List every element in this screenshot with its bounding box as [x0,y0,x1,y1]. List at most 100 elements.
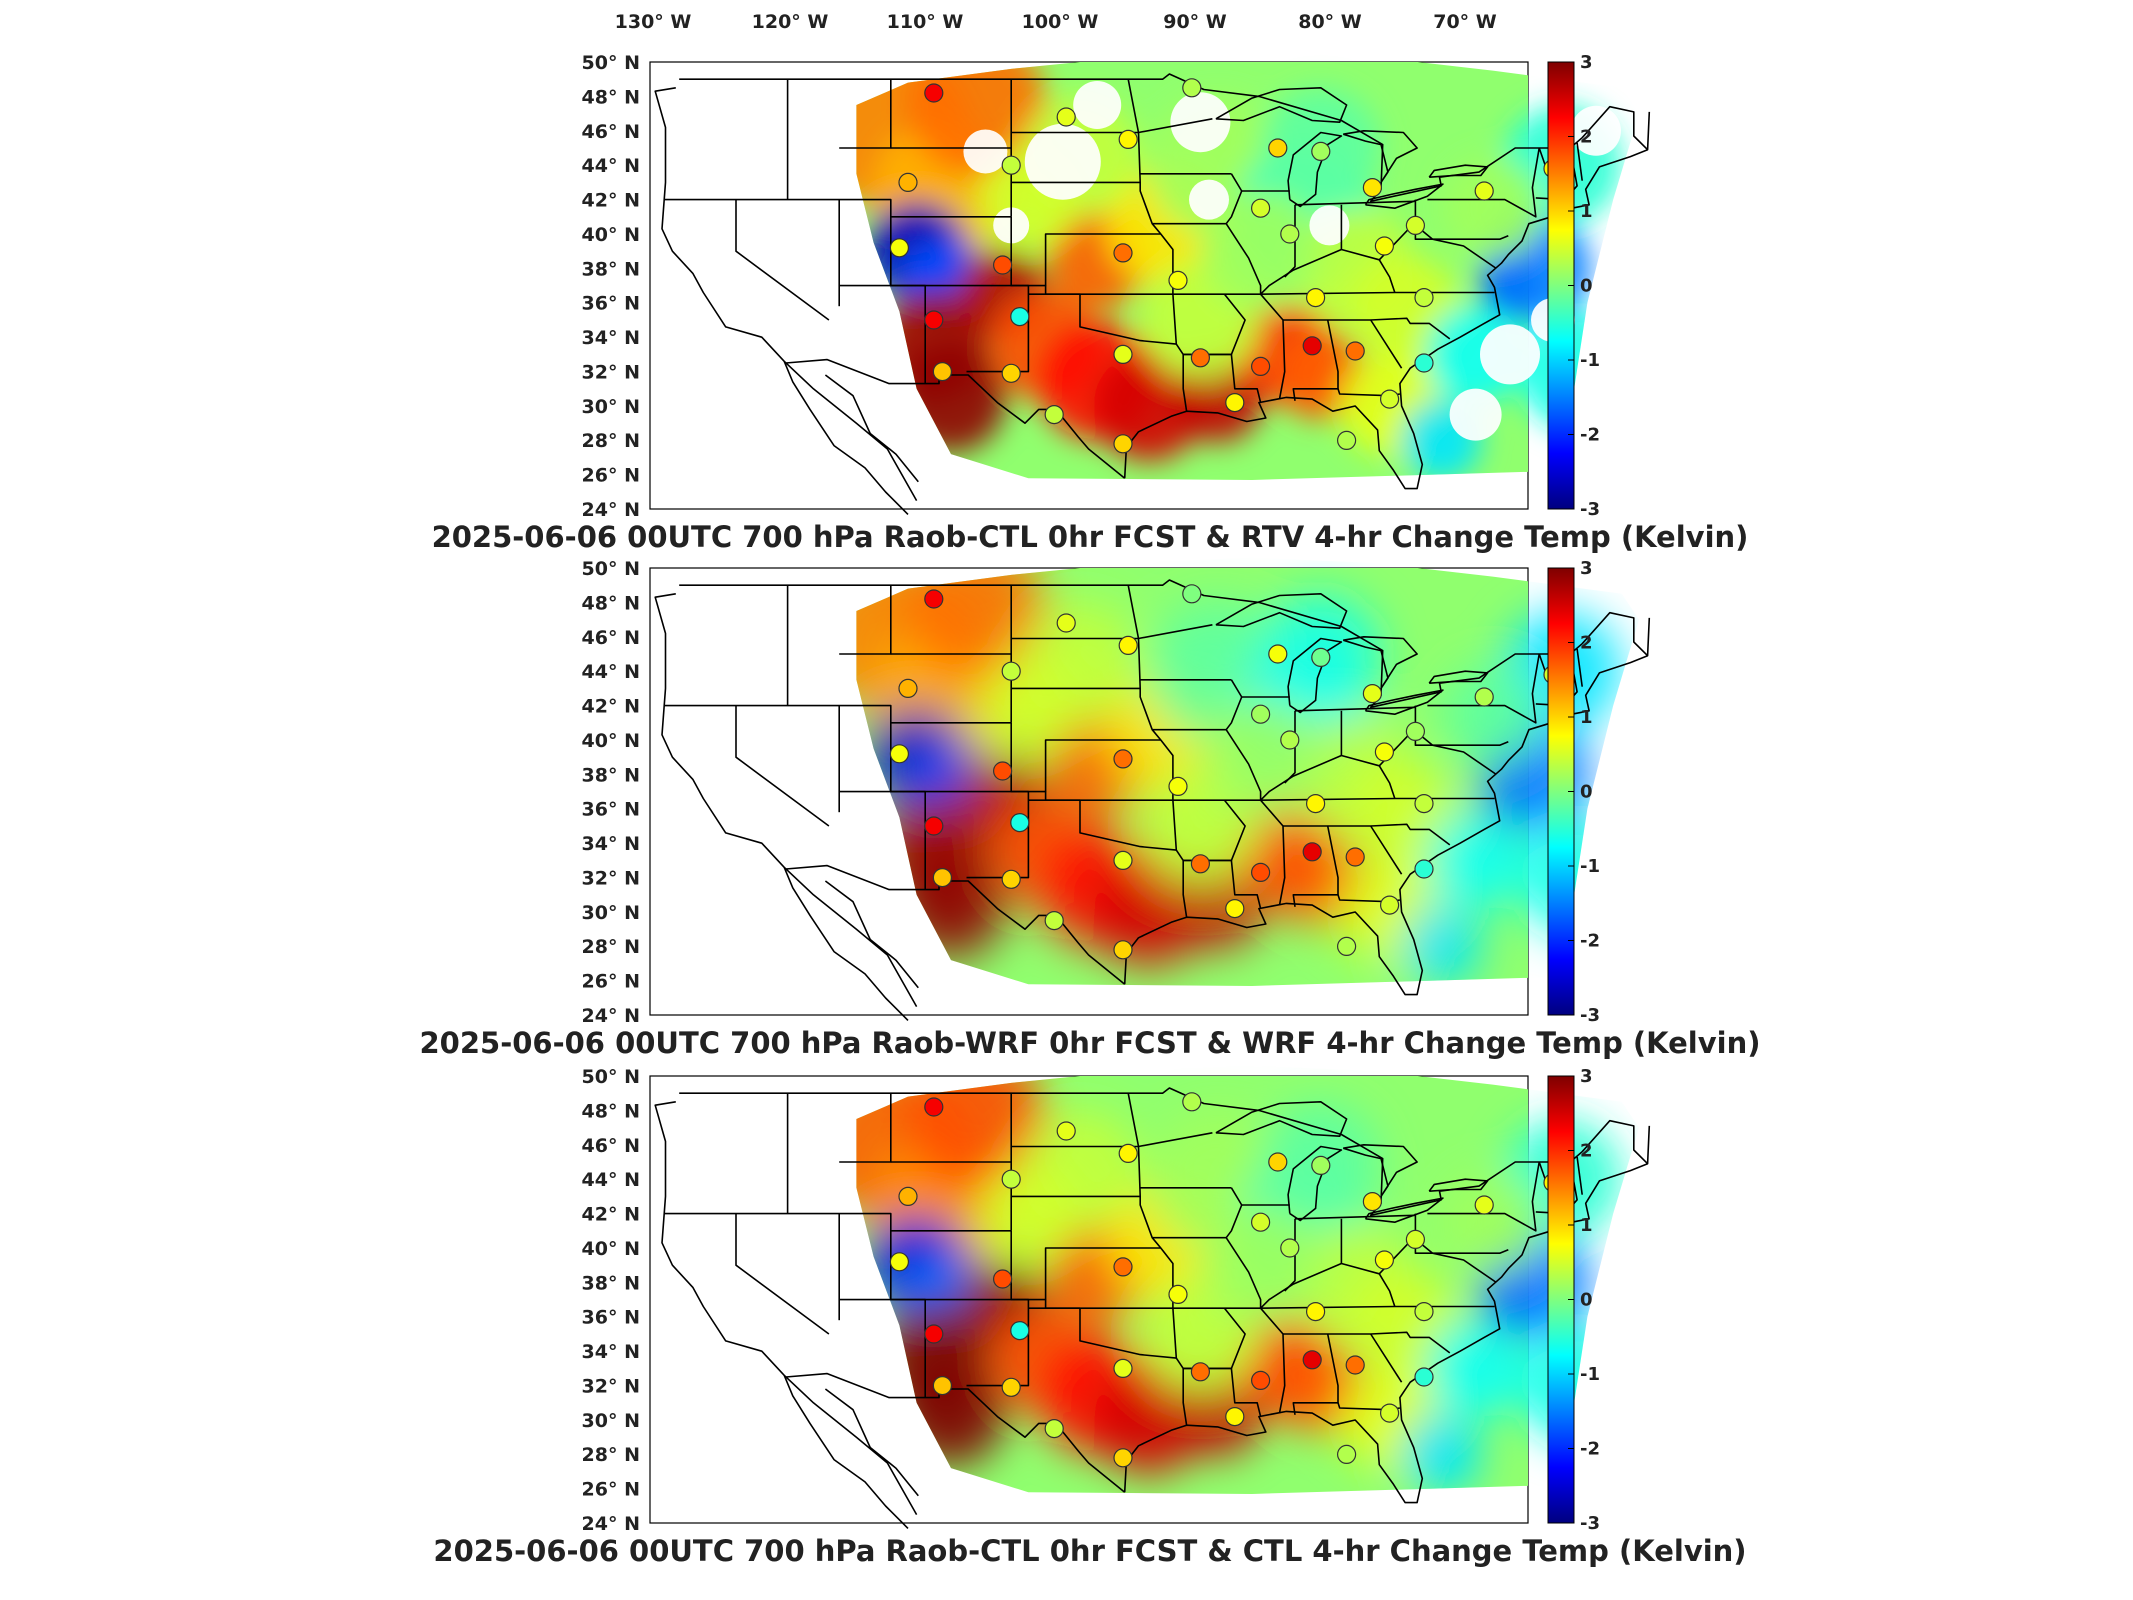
colorbar-tick-label: 1 [1580,201,1593,222]
station-marker [1474,181,1494,201]
colorbar-tick-label: -1 [1580,856,1600,877]
station-marker [1250,1370,1271,1390]
lat-label: 24° N [582,499,640,521]
colorbar-tick-label: -1 [1580,350,1600,371]
station-marker [1113,940,1133,960]
station-marker [992,255,1013,275]
lat-label: 30° N [582,1410,640,1432]
station-marker [1113,1448,1133,1468]
colorbar: 3 2 1 0 -1 -2 -3 [1547,52,1600,520]
station-marker [1056,1121,1076,1141]
station-marker [1336,430,1357,450]
lat-label: 38° N [582,258,640,280]
station-marker [898,1186,918,1207]
colorbar-tick-label: 3 [1580,52,1593,73]
station-marker [1168,270,1188,290]
lat-label: 28° N [582,430,640,452]
lat-label: 30° N [582,902,640,924]
lon-label: 120° W [752,11,829,33]
panel-title: 2025-06-06 00UTC 700 hPa Raob-CTL 0hr FC… [433,1534,1746,1568]
station-marker [1182,584,1202,604]
raob-stations [889,78,1563,454]
latitude-labels: 50° N 48° N 46° N 44° N 42° N 40° N 38° N 36° N… [582,558,640,1027]
colorbar-tick-label: -3 [1580,1005,1600,1026]
station-marker [1374,236,1395,256]
station-marker [1268,138,1288,158]
station-marker [1374,742,1395,762]
station-marker [1001,1377,1021,1397]
station-marker [1225,1407,1245,1427]
lat-label: 44° N [582,155,640,177]
station-marker [1113,1358,1133,1378]
station-marker [1056,613,1076,633]
station-marker [1268,644,1288,664]
lat-label: 42° N [582,1204,640,1226]
station-marker [1414,353,1434,373]
colorbar-tick-label: -1 [1580,1364,1600,1385]
station-marker [1474,687,1494,707]
panel-title: 2025-06-06 00UTC 700 hPa Raob-CTL 0hr FC… [432,520,1749,554]
station-marker [889,238,910,258]
station-marker [1305,1302,1326,1322]
lon-label: 100° W [1022,11,1099,33]
station-marker [1118,129,1138,150]
colorbar-tick-label: 0 [1580,1290,1593,1311]
station-marker [1345,341,1365,361]
colorbar-tick-label: -2 [1580,1439,1600,1460]
station-marker [1280,1238,1300,1258]
lat-label: 34° N [582,1341,640,1363]
station-marker [1001,155,1021,175]
station-marker [1182,78,1202,98]
lon-label: 70° W [1433,11,1497,33]
lon-label: 110° W [887,11,964,33]
map-panel: 50° N 48° N 46° N 44° N 42° N 40° N 38° N 36° N… [419,557,1761,1060]
lat-label: 50° N [582,52,640,74]
colorbar-tick-label: 2 [1580,1141,1593,1162]
station-marker [992,761,1013,781]
station-marker [924,816,944,836]
station-marker [932,868,953,888]
lat-label: 46° N [582,1135,640,1157]
station-marker [1305,288,1326,308]
station-marker [1345,1355,1365,1375]
station-marker [1113,749,1133,769]
colorbar: 3 2 1 0 -1 -2 -3 [1547,558,1600,1026]
station-marker [1305,794,1326,814]
station-marker [1113,434,1133,454]
colorbar-tick-label: 3 [1580,558,1593,579]
station-marker [1414,1302,1434,1322]
lat-label: 40° N [582,730,640,752]
longitude-labels: 130° W 120° W 110° W 100° W 90° W 80° W … [615,11,1497,33]
station-marker [1190,348,1211,368]
station-marker [1044,911,1064,931]
station-marker [1414,288,1434,308]
lat-label: 24° N [582,1005,640,1027]
station-marker [898,172,918,193]
station-marker [1414,794,1434,814]
station-marker [1405,1229,1426,1249]
geographic-boundaries [654,1087,1651,1529]
station-marker [1118,635,1138,656]
station-marker [1225,899,1245,919]
station-marker [1362,177,1383,198]
station-marker [1250,704,1271,724]
station-marker [1113,850,1133,870]
station-marker [1405,721,1426,741]
station-marker [1250,198,1271,218]
station-marker [1362,683,1383,704]
panel-title: 2025-06-06 00UTC 700 hPa Raob-WRF 0hr FC… [419,1026,1760,1060]
lat-label: 46° N [582,627,640,649]
station-marker [1302,1350,1322,1370]
station-marker [924,1324,944,1344]
latitude-labels: 50° N 48° N 46° N 44° N 42° N 40° N 38° N 36° N… [582,1066,640,1535]
station-marker [1190,854,1211,874]
station-marker [1250,862,1271,882]
station-marker [1311,1155,1331,1176]
station-marker [924,589,944,609]
lat-label: 36° N [582,1307,640,1329]
map-panel: 50° N 48° N 46° N 44° N 42° N 40° N 38° N 36° N… [432,51,1749,554]
station-marker [1010,307,1030,327]
lon-label: 90° W [1163,11,1227,33]
lat-label: 40° N [582,1238,640,1260]
